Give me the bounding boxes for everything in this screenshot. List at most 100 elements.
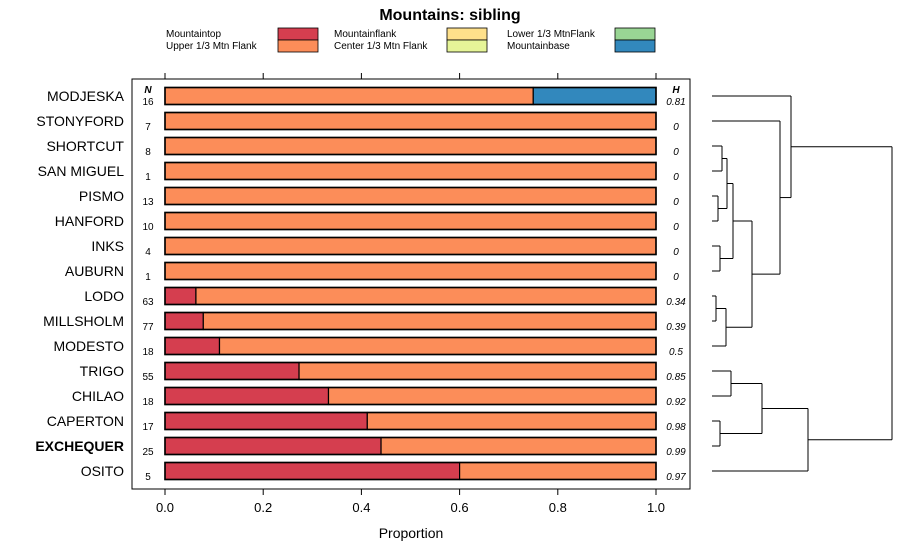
bar-outline — [164, 111, 657, 131]
row-h-value: 0.97 — [666, 472, 686, 483]
row-h-value: 0.98 — [666, 422, 686, 433]
row-h-value: 0 — [673, 247, 679, 258]
bar-segment — [164, 436, 382, 456]
row-n-value: 16 — [142, 97, 154, 108]
row-h-value: 0 — [673, 222, 679, 233]
row-label: MILLSHOLM — [43, 313, 124, 329]
bar-segment — [532, 86, 657, 106]
row-n-value: 25 — [142, 447, 154, 458]
bar-segment — [164, 211, 657, 231]
h-column-header: H — [672, 85, 680, 96]
row-n-value: 1 — [145, 272, 151, 283]
row-h-value: 0.34 — [666, 297, 686, 308]
row-n-value: 18 — [142, 347, 154, 358]
bar-segment — [298, 361, 657, 381]
legend-label-0: Mountaintop — [166, 29, 221, 40]
row-h-value: 0 — [673, 172, 679, 183]
bar-segment — [380, 436, 657, 456]
chart-title: Mountains: sibling — [379, 7, 520, 24]
row-n-value: 17 — [142, 422, 154, 433]
row-h-value: 0.81 — [666, 97, 685, 108]
row-label: CHILAO — [72, 388, 124, 404]
legend-swatch-4 — [614, 27, 656, 41]
dendrogram — [712, 95, 893, 472]
row-h-value: 0 — [673, 272, 679, 283]
row-label: HANFORD — [55, 213, 124, 229]
row-n-value: 7 — [145, 122, 151, 133]
bar-outline — [164, 211, 657, 231]
x-axis-label: Proportion — [379, 525, 444, 541]
n-column-header: N — [144, 85, 152, 96]
bar-segment — [164, 136, 657, 156]
x-tick-label: 0.2 — [254, 500, 272, 515]
row-label: OSITO — [81, 463, 124, 479]
row-label: CAPERTON — [47, 413, 124, 429]
bar-segment — [164, 161, 657, 181]
row-label: AUBURN — [65, 263, 124, 279]
row-n-value: 1 — [145, 172, 151, 183]
bar-segment — [327, 386, 657, 406]
bar-segment — [164, 411, 368, 431]
bar-segment — [366, 411, 657, 431]
legend-swatch-1 — [277, 39, 319, 53]
row-label: LODO — [84, 288, 124, 304]
bar-outline — [164, 336, 657, 356]
row-n-value: 8 — [145, 147, 151, 158]
bar-segment — [164, 361, 300, 381]
bar-outline — [164, 411, 657, 431]
row-label: SHORTCUT — [46, 138, 124, 154]
legend-label-4: Lower 1/3 MtnFlank — [507, 29, 596, 40]
row-label: TRIGO — [80, 363, 124, 379]
bar-outline — [164, 186, 657, 206]
row-h-value: 0.39 — [666, 322, 686, 333]
bar-segment — [164, 336, 221, 356]
row-h-value: 0.85 — [666, 372, 686, 383]
row-n-value: 10 — [142, 222, 154, 233]
row-h-value: 0 — [673, 197, 679, 208]
row-label: MODESTO — [53, 338, 124, 354]
x-tick-label: 1.0 — [647, 500, 665, 515]
x-tick-label: 0.8 — [549, 500, 567, 515]
row-h-value: 0 — [673, 122, 679, 133]
bar-segment — [164, 111, 657, 131]
bar-outline — [164, 261, 657, 281]
bar-segment — [164, 386, 330, 406]
bar-segment — [202, 311, 657, 331]
row-n-value: 18 — [142, 397, 154, 408]
row-h-value: 0.5 — [669, 347, 683, 358]
x-tick-label: 0.6 — [451, 500, 469, 515]
bar-outline — [164, 436, 657, 456]
x-tick-label: 0.0 — [156, 500, 174, 515]
bar-segment — [164, 461, 461, 481]
row-label: SAN MIGUEL — [38, 163, 125, 179]
row-n-value: 5 — [145, 472, 151, 483]
bar-segment — [164, 186, 657, 206]
bar-outline — [164, 386, 657, 406]
legend-swatch-5 — [614, 39, 656, 53]
bar-segment — [459, 461, 657, 481]
row-n-value: 4 — [145, 247, 151, 258]
bar-segment — [164, 311, 204, 331]
x-axis: 0.0 0.2 0.4 0.6 0.8 1.0 — [156, 73, 665, 515]
bar-outline — [164, 461, 657, 481]
row-label: INKS — [91, 238, 124, 254]
legend-label-2: Mountainflank — [334, 29, 397, 40]
bar-outline — [164, 311, 657, 331]
legend-swatch-2 — [446, 27, 488, 41]
x-tick-label: 0.4 — [352, 500, 370, 515]
bar-outline — [164, 86, 657, 106]
bar-segment — [195, 286, 657, 306]
bar-outline — [164, 361, 657, 381]
row-n-value: 55 — [142, 372, 154, 383]
bar-segment — [164, 236, 657, 256]
row-n-value: 63 — [142, 297, 154, 308]
row-h-value: 0.92 — [666, 397, 686, 408]
bar-outline — [164, 161, 657, 181]
row-h-value: 0 — [673, 147, 679, 158]
row-label: STONYFORD — [36, 113, 124, 129]
bar-outline — [164, 286, 657, 306]
legend-label-1: Upper 1/3 Mtn Flank — [166, 41, 258, 52]
row-label: MODJESKA — [47, 88, 125, 104]
